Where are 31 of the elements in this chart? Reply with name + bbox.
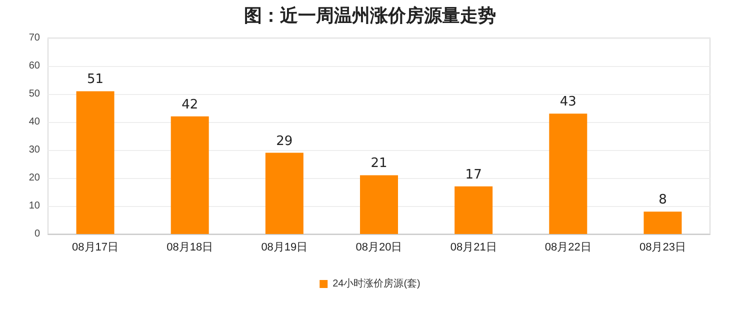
data-label: 21 [370,156,388,172]
bar [76,91,114,234]
bar [360,175,398,234]
y-tick-label: 60 [28,60,40,72]
bar [644,212,682,234]
y-tick-label: 10 [28,200,40,212]
x-tick-label: 08月17日 [72,242,119,254]
bar [454,186,493,234]
data-label: 51 [87,72,104,88]
y-tick-label: 20 [28,172,40,184]
x-tick-label: 08月21日 [450,242,497,254]
y-tick-label: 0 [34,228,40,240]
bar [549,114,588,234]
y-tick-label: 70 [28,32,40,44]
x-tick-label: 08月19日 [261,242,308,254]
data-label: 8 [658,192,667,208]
x-tick-label: 08月23日 [639,242,686,254]
data-label: 43 [560,94,576,110]
y-tick-label: 40 [28,116,40,128]
data-label: 42 [182,97,198,112]
x-tick-label: 08月18日 [166,242,214,254]
bar [265,152,304,234]
data-label: 17 [465,167,482,182]
y-tick-label: 30 [28,144,40,156]
y-tick-label: 50 [28,88,40,100]
bar [170,116,209,234]
x-tick-label: 08月20日 [356,242,402,254]
legend-label: 24小时涨价房源(套) [332,278,420,290]
chart-title: 图：近一周温州涨价房源量走势 [244,6,496,26]
x-tick-label: 08月22日 [544,242,592,254]
data-label: 29 [276,134,293,149]
